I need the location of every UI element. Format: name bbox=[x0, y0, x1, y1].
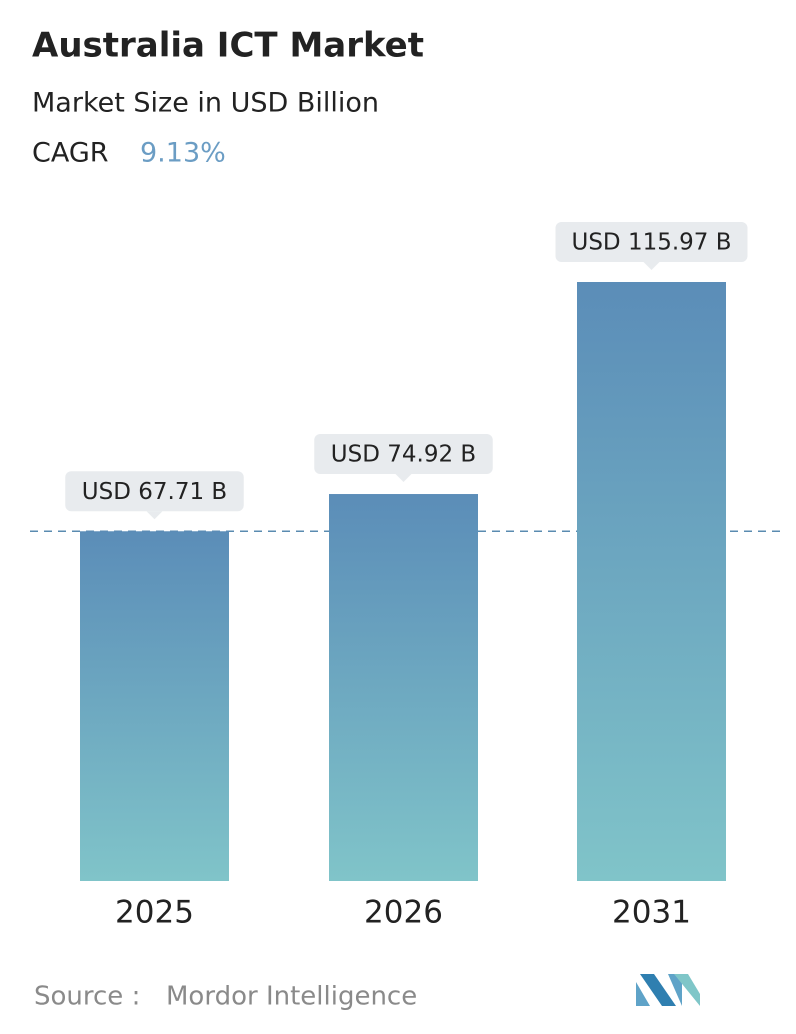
source: Mordor Intelligence bbox=[166, 982, 417, 1012]
bar bbox=[329, 494, 478, 881]
x-tick-label: 2031 bbox=[612, 895, 691, 931]
value-label-box bbox=[314, 434, 493, 475]
bar bbox=[577, 282, 726, 881]
value-label-pointer bbox=[146, 511, 163, 520]
bar bbox=[80, 531, 229, 881]
value-label: USD 67.71 B bbox=[82, 479, 227, 505]
value-label-pointer bbox=[643, 262, 660, 270]
x-tick-label: 2025 bbox=[115, 895, 194, 931]
logo bbox=[636, 974, 700, 1006]
value-label: USD 115.97 B bbox=[571, 230, 731, 256]
cagr-label: CAGR bbox=[32, 138, 109, 169]
value-label-pointer bbox=[395, 474, 412, 483]
value-label-box bbox=[65, 471, 244, 512]
value-label-box bbox=[555, 222, 748, 262]
x-tick-label: 2026 bbox=[364, 895, 443, 931]
chart-title: Australia ICT Market bbox=[32, 26, 424, 66]
value-label: USD 74.92 B bbox=[331, 442, 476, 468]
cagr-value: 9.13% bbox=[140, 138, 226, 169]
chart-subtitle: Market Size in USD Billion bbox=[32, 88, 379, 119]
source-label: Source : bbox=[34, 982, 140, 1012]
